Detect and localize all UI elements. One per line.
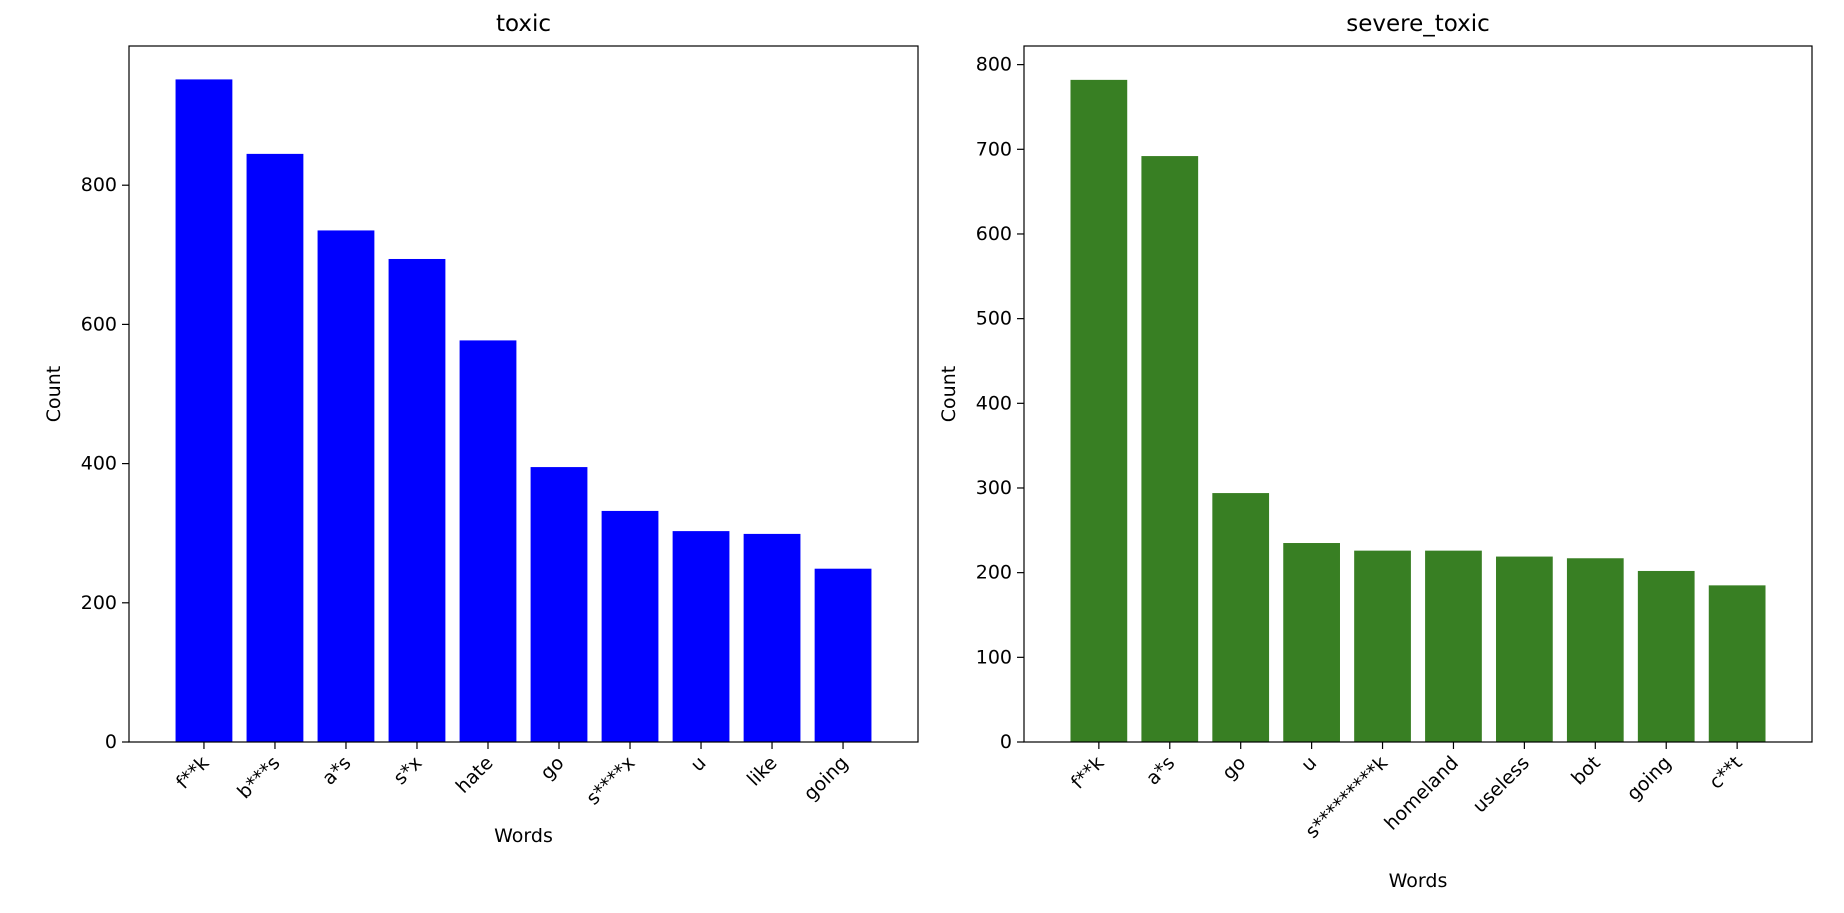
x-tick-label: a*s <box>318 752 356 790</box>
x-tick-label: s*x <box>389 752 426 789</box>
y-tick-label: 0 <box>105 731 117 753</box>
x-tick-label: u <box>686 752 710 776</box>
bar-5 <box>530 467 588 742</box>
x-axis-label: Words <box>494 825 553 847</box>
bar-6 <box>601 510 659 742</box>
y-tick-label: 300 <box>976 477 1012 499</box>
bar-5 <box>1425 550 1482 742</box>
x-tick-label: a*s <box>1142 752 1180 790</box>
y-tick-label: 600 <box>976 223 1012 245</box>
bar-6 <box>1496 556 1553 742</box>
x-tick-label: hate <box>452 752 498 798</box>
x-tick-label: f**k <box>172 752 214 794</box>
y-axis-label: Count <box>938 366 960 422</box>
bar-8 <box>743 533 801 742</box>
y-tick-label: 800 <box>81 174 117 196</box>
bar-3 <box>388 258 446 742</box>
x-tick-label: going <box>1623 752 1676 805</box>
x-tick-label: f**k <box>1067 752 1109 794</box>
y-tick-label: 100 <box>976 646 1012 668</box>
y-tick-label: 400 <box>976 392 1012 414</box>
chart-title: severe_toxic <box>1346 11 1490 37</box>
x-tick-label: like <box>743 752 782 791</box>
bar-4 <box>1354 550 1411 742</box>
y-tick-label: 0 <box>1000 731 1012 753</box>
chart-toxic: toxic Words Count 0 200 400 600 800 f**k b***s… <box>43 11 919 847</box>
axes-frame <box>128 45 919 743</box>
x-tick-label: bot <box>1567 752 1605 790</box>
bar-3 <box>1283 543 1340 742</box>
bar-2 <box>1212 493 1270 742</box>
y-tick-label: 800 <box>976 54 1012 76</box>
x-tick-label: going <box>799 752 852 805</box>
y-tick-label: 700 <box>976 138 1012 160</box>
y-tick-label: 600 <box>81 313 117 335</box>
x-tick-label: c**t <box>1705 752 1747 794</box>
x-axis-label: Words <box>1389 870 1448 892</box>
bar-9 <box>814 568 872 742</box>
y-tick-label: 200 <box>976 562 1012 584</box>
bar-0 <box>175 79 233 742</box>
y-axis-label: Count <box>43 366 65 422</box>
x-tick-label: s****x <box>582 752 639 809</box>
bar-8 <box>1637 570 1695 742</box>
bar-4 <box>459 340 517 742</box>
y-tick-label: 400 <box>81 453 117 475</box>
x-tick-label: go <box>536 752 568 784</box>
y-tick-label: 500 <box>976 308 1012 330</box>
x-tick-label: u <box>1297 752 1321 776</box>
x-tick-label: b***s <box>233 752 284 803</box>
bar-1 <box>1141 156 1199 742</box>
y-tick-label: 200 <box>81 592 117 614</box>
x-tick-label: homeland <box>1380 752 1463 835</box>
x-tick-label: useless <box>1469 752 1534 817</box>
bar-2 <box>317 230 375 742</box>
chart-title: toxic <box>496 11 551 37</box>
bar-7 <box>672 531 730 742</box>
bar-9 <box>1708 585 1766 742</box>
chart-severe-toxic: severe_toxic Words Count 0 100 200 300 400 50… <box>938 11 1813 892</box>
x-tick-label: go <box>1218 752 1250 784</box>
bar-1 <box>246 153 304 742</box>
axes-frame <box>1023 45 1813 743</box>
bar-7 <box>1566 558 1624 742</box>
bar-0 <box>1070 79 1128 743</box>
